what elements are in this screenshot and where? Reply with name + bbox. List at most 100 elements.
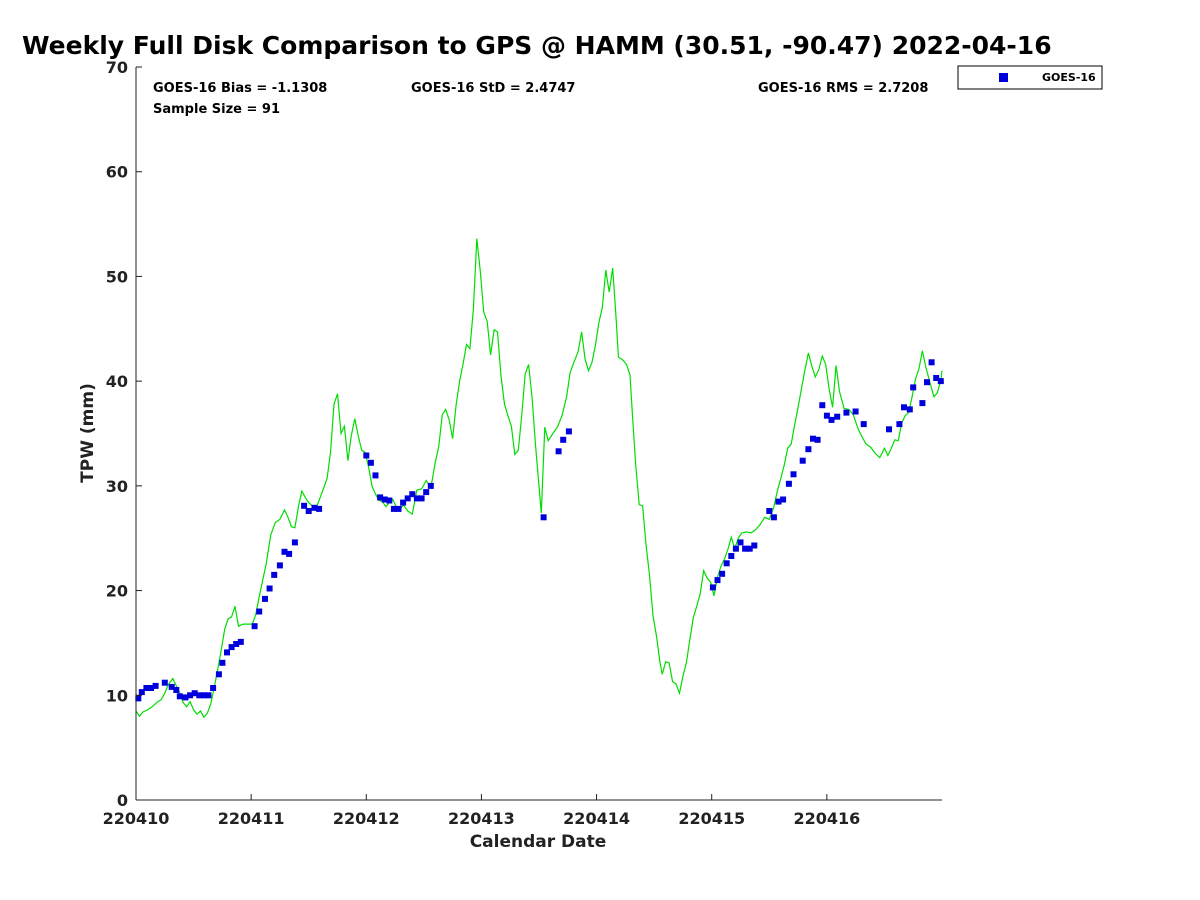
goes-point — [187, 692, 194, 699]
goes-point — [316, 505, 323, 512]
goes-point — [790, 471, 797, 478]
legend-marker-goes — [999, 73, 1008, 82]
goes-point — [906, 406, 913, 413]
std-stat: GOES-16 StD = 2.4747 — [411, 81, 575, 96]
x-tick-label: 220410 — [103, 809, 170, 828]
goes-point — [367, 459, 374, 466]
y-tick-label: 40 — [106, 372, 128, 391]
goes-point — [210, 685, 217, 691]
y-tick-label: 0 — [117, 791, 128, 810]
goes-point — [224, 649, 230, 656]
goes-point — [143, 685, 150, 691]
goes-point — [560, 436, 567, 443]
goes-point — [828, 416, 835, 423]
goes-point — [301, 502, 308, 509]
goes-point — [766, 508, 773, 514]
goes-point — [251, 623, 258, 630]
goes-point — [281, 548, 288, 555]
legend-box — [957, 65, 1103, 90]
goes-point — [386, 497, 393, 504]
y-tick-label: 10 — [106, 686, 128, 705]
goes-point — [852, 408, 859, 415]
goes-point — [276, 562, 283, 569]
goes-point — [732, 545, 739, 552]
goes-point — [937, 378, 944, 385]
goes-point — [742, 545, 749, 552]
legend: GOES-16 — [957, 65, 1103, 90]
goes-point — [237, 638, 244, 645]
goes-point — [205, 692, 212, 699]
x-tick-label: 220412 — [333, 809, 400, 828]
goes-point — [363, 452, 370, 459]
goes-point — [138, 689, 145, 696]
goes-point — [168, 683, 175, 690]
goes-point — [555, 448, 562, 455]
goes-point — [810, 435, 816, 442]
legend-label-goes: GOES-16 — [1042, 71, 1096, 84]
goes-point — [228, 644, 235, 651]
goes-point — [785, 480, 792, 487]
gps-series-line — [135, 238, 943, 719]
x-tick-label: 220413 — [448, 809, 515, 828]
goes-point — [161, 679, 168, 686]
goes-point — [219, 659, 226, 666]
goes-point — [176, 693, 183, 700]
y-tick-label: 60 — [106, 163, 128, 182]
goes-point — [291, 539, 298, 546]
goes-point — [182, 694, 189, 701]
y-ticks: 0 10 20 30 40 50 60 70 — [106, 58, 142, 810]
goes-point — [860, 421, 867, 428]
x-axis-label: Calendar Date — [470, 832, 607, 852]
goes-point — [814, 436, 821, 443]
goes-point — [805, 446, 812, 453]
y-tick-label: 50 — [106, 267, 128, 286]
goes-point — [305, 508, 312, 514]
goes-point — [266, 585, 273, 592]
rms-stat: GOES-16 RMS = 2.7208 — [758, 81, 928, 96]
goes-point — [901, 404, 907, 411]
goes-point — [262, 595, 268, 602]
goes-point — [728, 553, 735, 559]
goes-point — [152, 682, 159, 689]
goes-point — [418, 495, 425, 502]
goes-point — [799, 457, 806, 464]
goes-point — [413, 495, 420, 502]
goes-point — [751, 542, 758, 549]
sample-size-stat: Sample Size = 91 — [153, 102, 280, 117]
goes-point — [377, 494, 384, 501]
goes-point — [540, 514, 547, 521]
goes-point — [834, 413, 841, 420]
goes-point — [714, 577, 721, 584]
goes-point — [215, 671, 222, 678]
y-tick-label: 70 — [106, 58, 128, 77]
goes-point — [933, 375, 940, 381]
goes-point — [381, 496, 388, 503]
gps-line-layer — [135, 238, 943, 719]
goes-point — [823, 412, 830, 419]
goes-point — [311, 504, 318, 511]
goes-point — [256, 608, 263, 615]
y-tick-label: 20 — [106, 582, 128, 601]
goes-point — [709, 584, 716, 591]
chart-title: Weekly Full Disk Comparison to GPS @ HAM… — [22, 31, 1052, 60]
goes-point — [196, 692, 203, 699]
goes-point — [737, 539, 744, 546]
x-ticks: 220410 220411 220412 220413 220414 220415 2204… — [103, 794, 860, 828]
goes-point — [427, 482, 434, 489]
goes-point — [135, 695, 142, 702]
goes-point — [746, 545, 753, 552]
x-tick-label: 220416 — [793, 809, 860, 828]
goes-point — [919, 400, 926, 407]
y-axis-label: TPW (mm) — [78, 383, 98, 483]
goes-point — [409, 491, 416, 498]
x-tick-label: 220411 — [218, 809, 285, 828]
goes-point — [780, 496, 787, 503]
goes-point — [200, 692, 207, 699]
goes-point — [770, 514, 777, 521]
goes-point — [191, 690, 198, 697]
goes-point — [148, 685, 154, 691]
goes-point — [400, 499, 407, 506]
y-tick-label: 30 — [106, 477, 128, 496]
goes-point — [390, 505, 397, 512]
